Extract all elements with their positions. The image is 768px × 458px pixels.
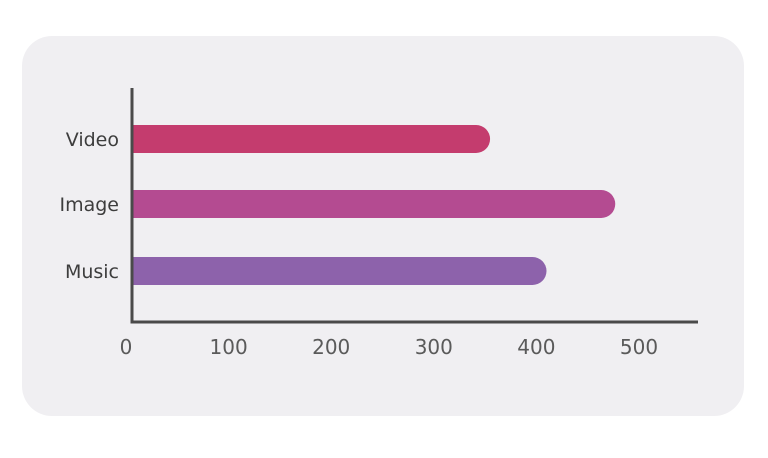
x-tick-label-0: 0	[120, 335, 133, 359]
bar-image-base	[132, 190, 146, 218]
category-label-music: Music	[65, 261, 119, 283]
x-tick-label-200: 200	[312, 335, 350, 359]
x-tick-label-500: 500	[620, 335, 658, 359]
x-tick-label-400: 400	[517, 335, 555, 359]
bar-music	[132, 257, 547, 285]
category-labels: Video Image Music	[59, 129, 119, 283]
x-tick-label-100: 100	[210, 335, 248, 359]
category-label-image: Image	[59, 194, 119, 216]
bar-music-base	[132, 257, 146, 285]
bar-image	[132, 190, 616, 218]
bar-video-base	[132, 125, 146, 153]
x-tick-label-300: 300	[415, 335, 453, 359]
bar-video	[132, 125, 491, 153]
chart-card	[22, 36, 744, 416]
x-tick-labels: 0 100 200 300 400 500	[120, 335, 658, 359]
category-label-video: Video	[66, 129, 119, 151]
bars-group	[132, 125, 616, 285]
